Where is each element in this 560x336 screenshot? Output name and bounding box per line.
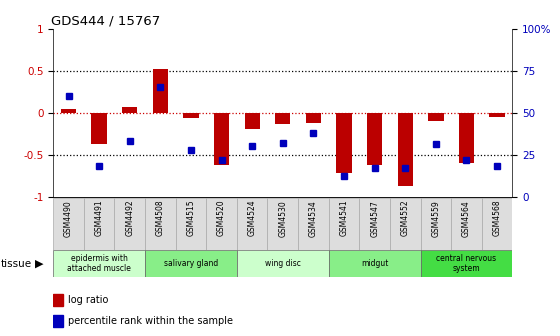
Bar xyxy=(421,198,451,250)
Bar xyxy=(183,113,199,119)
Bar xyxy=(214,113,229,165)
Bar xyxy=(306,113,321,123)
Bar xyxy=(84,198,114,250)
Bar xyxy=(421,250,512,277)
Text: epidermis with
attached muscle: epidermis with attached muscle xyxy=(67,254,131,274)
Text: GSM4564: GSM4564 xyxy=(462,200,471,237)
Bar xyxy=(428,113,444,121)
Text: GSM4541: GSM4541 xyxy=(339,200,348,237)
Text: tissue: tissue xyxy=(1,259,32,269)
Bar xyxy=(237,198,268,250)
Bar xyxy=(337,113,352,173)
Text: GSM4508: GSM4508 xyxy=(156,200,165,237)
Text: percentile rank within the sample: percentile rank within the sample xyxy=(68,316,233,326)
Bar xyxy=(398,113,413,186)
Bar xyxy=(122,107,137,113)
Text: wing disc: wing disc xyxy=(265,259,301,268)
Bar xyxy=(329,250,421,277)
Text: GSM4515: GSM4515 xyxy=(186,200,195,237)
Text: salivary gland: salivary gland xyxy=(164,259,218,268)
Text: log ratio: log ratio xyxy=(68,295,108,305)
Bar xyxy=(53,198,84,250)
Bar xyxy=(114,198,145,250)
Bar xyxy=(275,113,291,124)
Text: GSM4490: GSM4490 xyxy=(64,200,73,237)
Bar xyxy=(329,198,360,250)
Text: GSM4520: GSM4520 xyxy=(217,200,226,237)
Bar xyxy=(53,315,63,327)
Text: GSM4524: GSM4524 xyxy=(248,200,256,237)
Bar xyxy=(91,113,107,144)
Text: GSM4492: GSM4492 xyxy=(125,200,134,237)
Text: GDS444 / 15767: GDS444 / 15767 xyxy=(51,14,160,28)
Text: GSM4559: GSM4559 xyxy=(431,200,440,237)
Bar xyxy=(268,198,298,250)
Bar xyxy=(153,69,168,113)
Bar xyxy=(298,198,329,250)
Text: GSM4568: GSM4568 xyxy=(493,200,502,237)
Bar xyxy=(451,198,482,250)
Bar xyxy=(482,198,512,250)
Bar xyxy=(245,113,260,129)
Text: GSM4491: GSM4491 xyxy=(95,200,104,237)
Bar xyxy=(145,250,237,277)
Bar xyxy=(53,250,145,277)
Bar xyxy=(489,113,505,117)
Bar xyxy=(176,198,206,250)
Text: GSM4552: GSM4552 xyxy=(401,200,410,237)
Text: GSM4534: GSM4534 xyxy=(309,200,318,237)
Bar xyxy=(360,198,390,250)
Text: GSM4547: GSM4547 xyxy=(370,200,379,237)
Bar xyxy=(390,198,421,250)
Text: ▶: ▶ xyxy=(35,259,43,269)
Bar xyxy=(367,113,382,165)
Bar xyxy=(206,198,237,250)
Bar xyxy=(459,113,474,163)
Text: midgut: midgut xyxy=(361,259,388,268)
Bar xyxy=(237,250,329,277)
Bar xyxy=(53,294,63,306)
Text: GSM4530: GSM4530 xyxy=(278,200,287,237)
Bar xyxy=(145,198,176,250)
Text: central nervous
system: central nervous system xyxy=(436,254,497,274)
Bar xyxy=(61,109,76,113)
